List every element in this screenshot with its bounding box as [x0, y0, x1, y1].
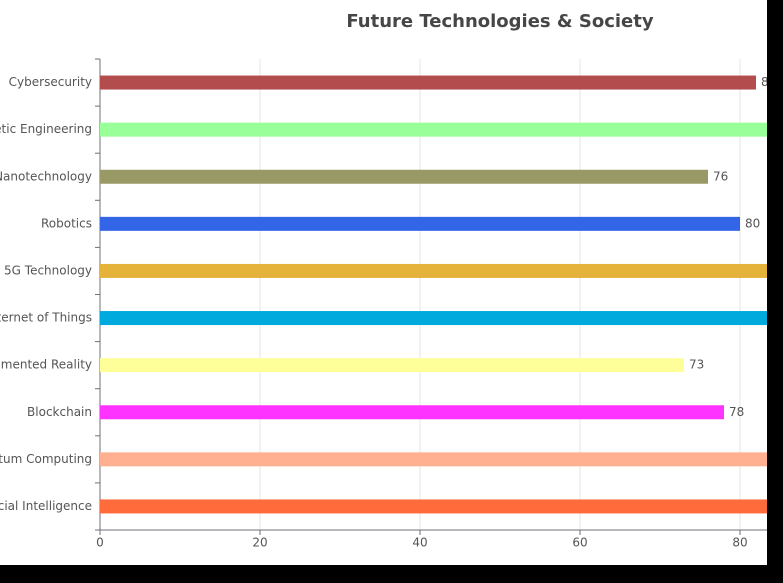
- y-tick-label: Internet of Things: [0, 311, 92, 325]
- value-label: 82: [761, 75, 776, 89]
- y-tick-label: Nanotechnology: [0, 169, 92, 183]
- value-label: 76: [713, 169, 728, 183]
- bar: [100, 122, 767, 137]
- x-tick-label: 80: [732, 536, 747, 550]
- y-tick-label: Cybersecurity: [9, 75, 92, 89]
- x-tick-label: 0: [96, 536, 104, 550]
- bar: [100, 169, 708, 184]
- bar: [100, 311, 767, 326]
- bar: [100, 75, 756, 90]
- plot: Future Technologies & Society 0204060801…: [0, 0, 776, 565]
- value-label: 73: [689, 358, 704, 372]
- y-tick-label: Artificial Intelligence: [0, 499, 92, 513]
- x-tick-label: 20: [252, 536, 267, 550]
- y-tick-label: Augmented Reality: [0, 358, 92, 372]
- bar: [100, 216, 740, 231]
- chart-title: Future Technologies & Society: [346, 11, 653, 32]
- background: [0, 0, 767, 565]
- bar: [100, 263, 767, 278]
- bar: [100, 358, 684, 373]
- bar: [100, 405, 724, 420]
- x-tick-label: 60: [572, 536, 587, 550]
- y-tick-label: Blockchain: [27, 405, 92, 419]
- value-label: 80: [745, 216, 760, 230]
- y-tick-label: Robotics: [41, 216, 92, 230]
- bar: [100, 452, 767, 467]
- bar: [100, 499, 767, 514]
- y-tick-label: Quantum Computing: [0, 452, 92, 466]
- y-tick-label: 5G Technology: [4, 263, 92, 277]
- y-tick-label: Genetic Engineering: [0, 122, 92, 136]
- value-label: 78: [729, 405, 744, 419]
- x-tick-label: 40: [412, 536, 427, 550]
